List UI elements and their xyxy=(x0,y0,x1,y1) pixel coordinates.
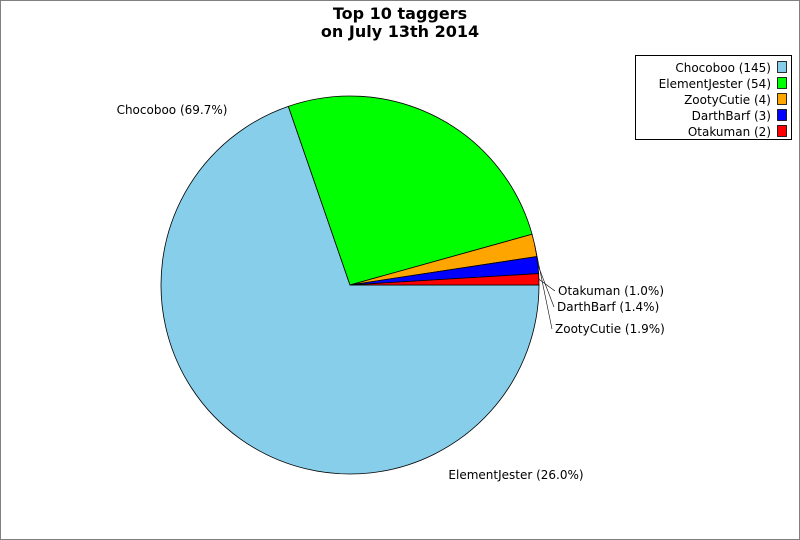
pie-slice-chocoboo xyxy=(160,105,540,475)
leader-line-zootycutie xyxy=(534,245,553,330)
pie-slices xyxy=(160,95,540,475)
chart-title: Top 10 taggers xyxy=(333,4,467,23)
pie-labels: Chocoboo (69.7%) ElementJester (26.0%) Zoo… xyxy=(117,103,665,482)
slice-label-chocoboo: Chocoboo (69.7%) xyxy=(117,103,228,117)
slice-label-darthbarf: DarthBarf (1.4%) xyxy=(557,300,659,314)
legend-label-elementjester: ElementJester (54) xyxy=(659,77,771,91)
pie-slice-elementjester xyxy=(287,95,533,286)
legend-swatch-otakuman xyxy=(777,125,787,137)
legend-swatch-zootycutie xyxy=(777,93,787,105)
legend-label-darthbarf: DarthBarf (3) xyxy=(692,109,771,123)
chart-subtitle: on July 13th 2014 xyxy=(321,22,479,41)
slice-label-otakuman: Otakuman (1.0%) xyxy=(558,284,664,298)
legend-swatch-elementjester xyxy=(777,77,787,89)
legend: Chocoboo (145) ElementJester (54) ZootyCut… xyxy=(635,55,792,140)
legend-label-zootycutie: ZootyCutie (4) xyxy=(684,93,771,107)
legend-label-chocoboo: Chocoboo (145) xyxy=(675,61,771,75)
legend-swatch-chocoboo xyxy=(777,61,787,73)
legend-swatch-darthbarf xyxy=(777,109,787,121)
leader-line-otakuman xyxy=(538,279,556,292)
slice-label-zootycutie: ZootyCutie (1.9%) xyxy=(555,322,665,336)
slice-label-elementjester: ElementJester (26.0%) xyxy=(448,468,583,482)
legend-label-otakuman: Otakuman (2) xyxy=(688,125,771,139)
legend-box xyxy=(635,55,792,140)
leader-line-darthbarf xyxy=(537,264,555,308)
